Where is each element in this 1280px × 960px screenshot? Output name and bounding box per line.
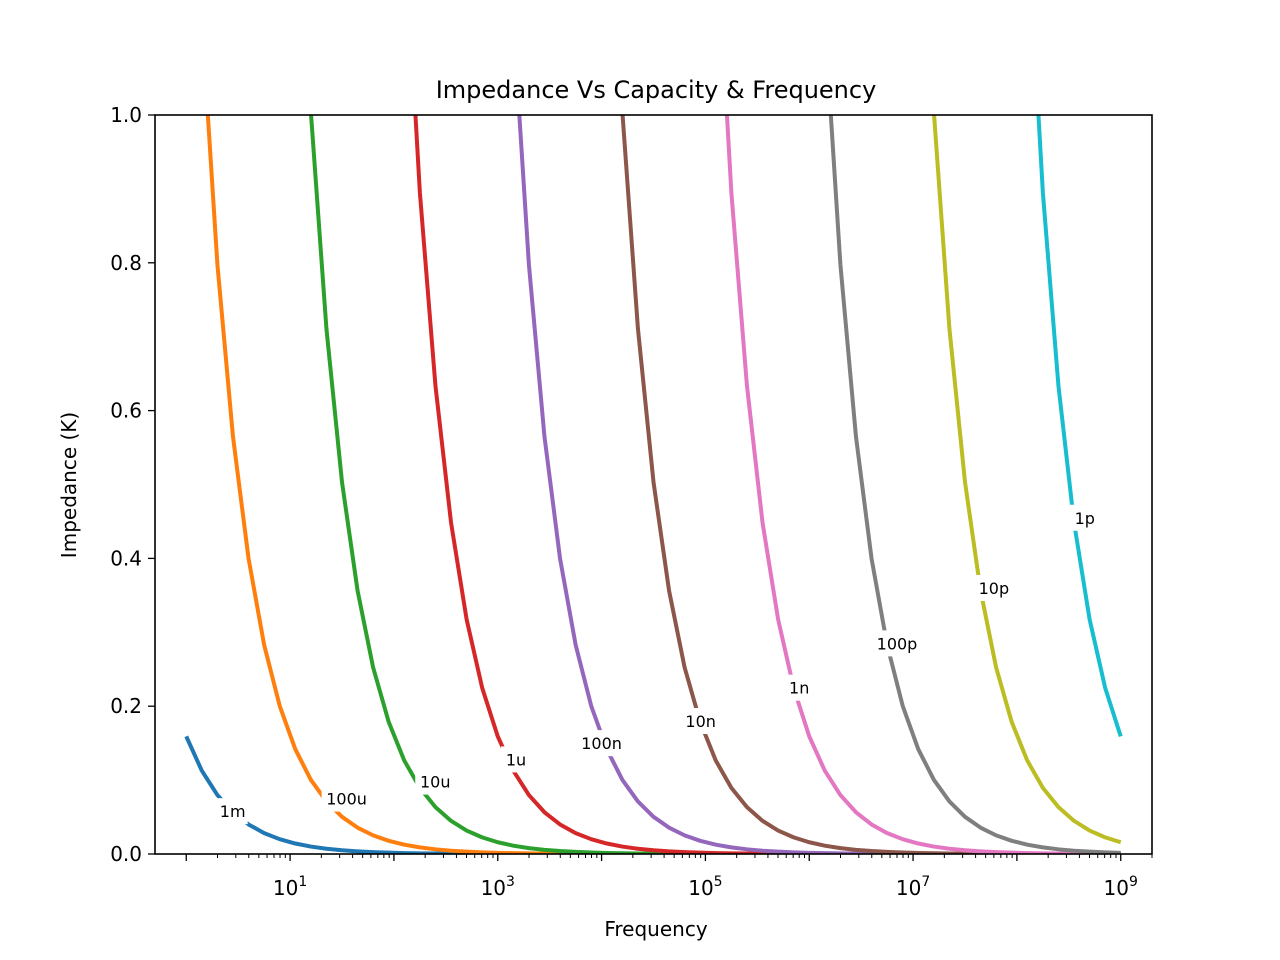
series-label-bg (501, 746, 532, 773)
chart-title: Impedance Vs Capacity & Frequency (436, 76, 877, 104)
series-label-bg (680, 707, 721, 734)
x-tick-exponent: 9 (1129, 874, 1138, 890)
series-line-1m (184, 735, 1121, 854)
series-label-100n: 100n (581, 734, 622, 753)
series-label-1u: 1u (506, 750, 526, 769)
series-label-10p: 10p (979, 579, 1010, 598)
series-line-10p (932, 115, 1122, 845)
y-tick-label: 0.8 (110, 251, 142, 275)
series-line-100p (828, 115, 1121, 854)
series-label-bg (321, 785, 372, 812)
x-tick-base: 10 (481, 876, 506, 900)
x-axis-ticks: 101 103 105 107 109 (185, 854, 1153, 900)
series-label-100p: 100p (877, 634, 918, 653)
series-label-10u: 10u (420, 773, 451, 792)
series-label-bg (973, 574, 1014, 601)
y-tick-label: 0.0 (110, 842, 142, 866)
series-label-1m: 1m (220, 802, 246, 821)
x-tick-label: 101 (273, 874, 307, 900)
series-label-bg (784, 674, 815, 701)
series-label-bg (1069, 504, 1100, 531)
x-tick-base: 10 (1104, 876, 1129, 900)
y-tick-label: 0.6 (110, 399, 142, 423)
series-label-bg (217, 798, 248, 825)
series-label-10n: 10n (685, 712, 716, 731)
x-tick-base: 10 (896, 876, 921, 900)
y-tick-label: 0.4 (110, 546, 142, 570)
series-label-bg (415, 768, 456, 795)
x-tick-label: 107 (896, 874, 930, 900)
x-tick-label: 109 (1104, 874, 1138, 900)
x-axis-label: Frequency (604, 917, 707, 941)
y-axis-ticks: 0.0 0.2 0.4 0.6 0.8 1.0 (110, 103, 155, 866)
y-tick-label: 1.0 (110, 103, 142, 127)
x-tick-label: 105 (688, 874, 722, 900)
series-label-1n: 1n (789, 679, 809, 698)
y-axis-label: Impedance (K) (57, 412, 81, 558)
x-tick-exponent: 3 (506, 874, 515, 890)
series-label-bg (576, 730, 627, 757)
x-tick-base: 10 (688, 876, 713, 900)
x-tick-label: 103 (481, 874, 515, 900)
x-tick-exponent: 7 (921, 874, 930, 890)
plot-frame (154, 114, 1153, 855)
series-label-1p: 1p (1075, 509, 1095, 528)
x-tick-exponent: 5 (714, 874, 723, 890)
y-tick-label: 0.2 (110, 694, 142, 718)
series-label-layer: 1m 100u 10u 1u 100n 10n 1n 100p 10p 1p (217, 504, 1100, 825)
series-label-100u: 100u (326, 790, 367, 809)
x-tick-base: 10 (273, 876, 298, 900)
series-label-bg (871, 630, 922, 657)
x-tick-exponent: 1 (298, 874, 307, 890)
